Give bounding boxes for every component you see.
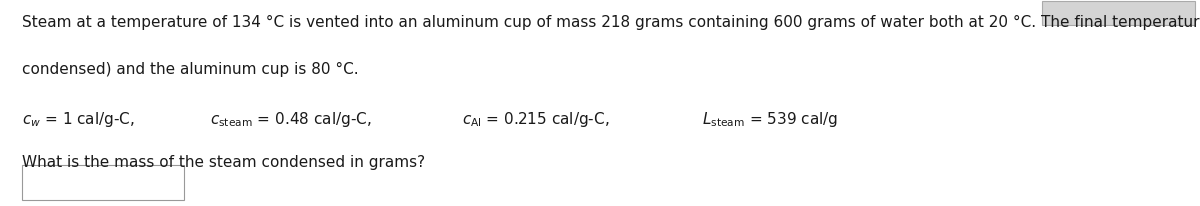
Text: condensed) and the aluminum cup is 80 °C.: condensed) and the aluminum cup is 80 °C…	[22, 62, 359, 77]
Bar	[1042, 2, 1195, 26]
Text: Steam at a temperature of 134 °C is vented into an aluminum cup of mass 218 gram: Steam at a temperature of 134 °C is vent…	[22, 14, 1200, 29]
Bar	[22, 165, 184, 200]
Text: $c_w$ = 1 cal/g-C,: $c_w$ = 1 cal/g-C,	[22, 109, 134, 128]
Text: What is the mass of the steam condensed in grams?: What is the mass of the steam condensed …	[22, 154, 425, 169]
Text: $L_\mathrm{steam}$ = 539 cal/g: $L_\mathrm{steam}$ = 539 cal/g	[702, 109, 838, 128]
Text: $c_\mathrm{Al}$ = 0.215 cal/g-C,: $c_\mathrm{Al}$ = 0.215 cal/g-C,	[462, 109, 610, 128]
Text: $c_\mathrm{steam}$ = 0.48 cal/g-C,: $c_\mathrm{steam}$ = 0.48 cal/g-C,	[210, 109, 372, 128]
